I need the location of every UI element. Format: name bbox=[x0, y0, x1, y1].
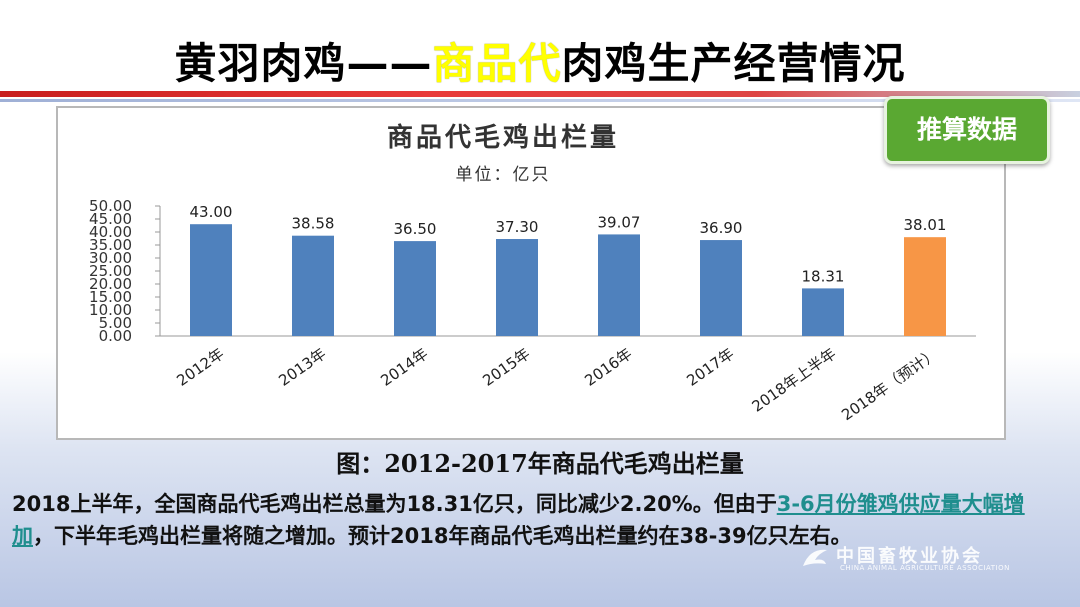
title-red-rule bbox=[0, 91, 1080, 97]
y-tick-label: 0.00 bbox=[99, 327, 132, 345]
y-tick-label: 45.00 bbox=[89, 210, 132, 228]
y-tick-label: 5.00 bbox=[99, 314, 132, 332]
bar-6 bbox=[802, 288, 844, 336]
slide-title: 黄羽肉鸡——商品代肉鸡生产经营情况 bbox=[0, 30, 1080, 91]
x-category-label: 2018年上半年 bbox=[749, 345, 840, 416]
watermark-en: CHINA ANIMAL AGRICULTURE ASSOCIATION bbox=[840, 564, 1010, 572]
bar-value-label: 37.30 bbox=[496, 218, 539, 236]
bar-5 bbox=[700, 240, 742, 336]
bar-value-label: 36.90 bbox=[700, 219, 743, 237]
x-category-label: 2018年（预计） bbox=[838, 345, 941, 425]
bar-value-label: 18.31 bbox=[802, 267, 845, 285]
title-suffix: 肉鸡生产经营情况 bbox=[561, 39, 906, 88]
watermark-cn: 中国畜牧业协会 bbox=[836, 546, 983, 567]
chart-subtitle: 单位：亿只 bbox=[456, 165, 551, 185]
bar-value-label: 43.00 bbox=[190, 203, 233, 221]
title-prefix: 黄羽肉鸡—— bbox=[174, 39, 433, 88]
y-tick-label: 35.00 bbox=[89, 236, 132, 254]
bar-4 bbox=[598, 234, 640, 336]
y-tick-label: 15.00 bbox=[89, 288, 132, 306]
bar-3 bbox=[496, 239, 538, 336]
x-category-label: 2012年 bbox=[173, 345, 227, 390]
estimate-badge: 推算数据 bbox=[884, 96, 1050, 164]
bar-2 bbox=[394, 241, 436, 336]
y-tick-label: 20.00 bbox=[89, 275, 132, 293]
bar-value-label: 39.07 bbox=[598, 213, 641, 231]
association-logo-icon bbox=[803, 549, 827, 566]
x-category-label: 2013年 bbox=[275, 345, 329, 390]
summary-text-2: ，下半年毛鸡出栏量将随之增加。预计2018年商品代毛鸡出栏量约在38-39亿只左… bbox=[33, 524, 852, 548]
title-highlight: 商品代 bbox=[432, 39, 562, 88]
x-category-label: 2017年 bbox=[683, 345, 737, 390]
x-category-label: 2015年 bbox=[479, 345, 533, 390]
association-watermark: 中国畜牧业协会 CHINA ANIMAL AGRICULTURE ASSOCIA… bbox=[800, 542, 1060, 576]
y-tick-label: 50.00 bbox=[89, 197, 132, 215]
chart-title: 商品代毛鸡出栏量 bbox=[387, 122, 619, 153]
chart-container: 商品代毛鸡出栏量 单位：亿只 0.00 5.00 10.00 15.00 20.00 25… bbox=[56, 106, 1006, 440]
bar-value-label: 38.01 bbox=[904, 216, 947, 234]
bar-0 bbox=[190, 224, 232, 336]
chick-supply-link[interactable]: 3-6月份雏鸡供应量大幅增加 bbox=[12, 492, 1025, 548]
y-tick-label: 30.00 bbox=[89, 249, 132, 267]
y-tick-label: 40.00 bbox=[89, 223, 132, 241]
bar-chart: 商品代毛鸡出栏量 单位：亿只 0.005.0010.0015.0020.0025… bbox=[89, 122, 976, 425]
summary-paragraph: 2018上半年，全国商品代毛鸡出栏总量为18.31亿只，同比减少2.20%。但由… bbox=[12, 488, 1052, 552]
bar-1 bbox=[292, 235, 334, 336]
title-blue-rule bbox=[0, 99, 1080, 102]
bar-7 bbox=[904, 237, 946, 336]
bar-value-label: 38.58 bbox=[292, 215, 335, 233]
x-category-label: 2014年 bbox=[377, 345, 431, 390]
x-category-label: 2016年 bbox=[581, 345, 635, 390]
y-tick-label: 25.00 bbox=[89, 262, 132, 280]
figure-caption: 图：2012-2017年商品代毛鸡出栏量 bbox=[336, 449, 744, 478]
y-tick-label: 10.00 bbox=[89, 301, 132, 319]
summary-text-1: 2018上半年，全国商品代毛鸡出栏总量为18.31亿只，同比减少2.20%。但由… bbox=[12, 492, 777, 516]
bar-value-label: 36.50 bbox=[394, 220, 437, 238]
